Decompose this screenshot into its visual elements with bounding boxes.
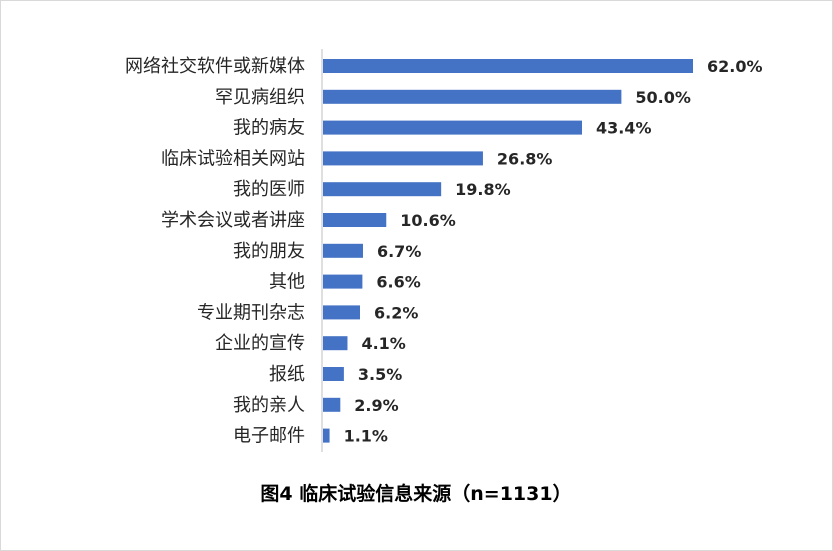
bar <box>323 151 483 166</box>
value-label: 4.1% <box>361 334 405 353</box>
bar <box>323 243 363 258</box>
chart-title: 图4 临床试验信息来源（n=1131） <box>260 482 571 505</box>
category-label: 我的病友 <box>233 118 305 139</box>
value-label: 26.8% <box>497 149 553 168</box>
bar <box>323 89 622 104</box>
value-label: 50.0% <box>635 88 691 107</box>
category-labels-group: 网络社交软件或新媒体罕见病组织我的病友临床试验相关网站我的医师学术会议或者讲座我… <box>125 56 305 447</box>
bar <box>323 120 582 135</box>
bar <box>323 428 330 443</box>
category-label: 我的亲人 <box>233 395 305 416</box>
category-label: 报纸 <box>269 364 305 385</box>
bar <box>323 59 693 73</box>
value-label: 2.9% <box>354 396 398 415</box>
category-label: 临床试验相关网站 <box>161 148 305 169</box>
value-label: 6.7% <box>377 242 421 261</box>
bar <box>323 397 341 412</box>
value-labels-group: 62.0% 50.0% 43.4% 26.8% 19.8% 10.6% 6.7% 6.6% 6.… <box>344 57 763 446</box>
category-label: 专业期刊杂志 <box>197 302 305 323</box>
bar <box>323 336 348 351</box>
category-label: 电子邮件 <box>233 426 305 447</box>
bar <box>323 367 344 381</box>
bar <box>323 213 387 227</box>
value-label: 1.1% <box>344 427 388 446</box>
category-label: 企业的宣传 <box>215 333 305 354</box>
value-label: 62.0% <box>707 57 763 76</box>
category-label: 罕见病组织 <box>215 87 305 108</box>
bar <box>323 305 360 320</box>
value-label: 3.5% <box>358 365 402 384</box>
category-label: 其他 <box>269 272 305 293</box>
category-label: 网络社交软件或新媒体 <box>125 56 305 77</box>
value-label: 6.6% <box>376 273 420 292</box>
value-label: 10.6% <box>400 211 456 230</box>
value-label: 6.2% <box>374 303 418 322</box>
bar <box>323 274 363 289</box>
category-label: 我的医师 <box>233 179 305 200</box>
category-label: 学术会议或者讲座 <box>161 210 305 231</box>
category-label: 我的朋友 <box>233 241 305 262</box>
bars-group <box>323 59 693 443</box>
value-label: 19.8% <box>455 180 511 199</box>
bar <box>323 182 442 197</box>
value-label: 43.4% <box>596 119 652 138</box>
